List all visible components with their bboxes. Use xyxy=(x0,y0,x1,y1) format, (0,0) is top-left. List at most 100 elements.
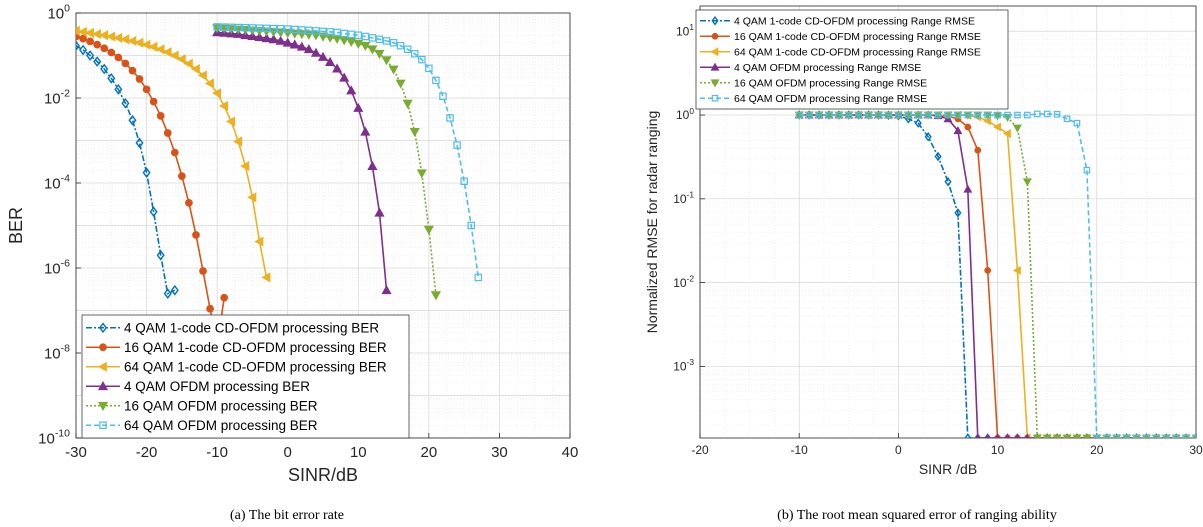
data-point xyxy=(100,44,109,53)
data-point xyxy=(992,122,1001,132)
x-tick-label: 20 xyxy=(1090,443,1104,457)
data-point xyxy=(86,50,95,61)
data-point xyxy=(1042,434,1052,438)
legend-item-5: 16 QAM OFDM processing BER xyxy=(86,399,318,414)
data-point xyxy=(1113,434,1120,438)
data-point xyxy=(1143,434,1150,438)
data-point xyxy=(964,433,972,438)
data-point xyxy=(963,184,973,193)
data-point xyxy=(1052,434,1062,438)
data-point xyxy=(220,293,229,302)
data-point xyxy=(381,284,392,295)
data-point xyxy=(425,64,433,73)
legend-label: 16 QAM OFDM processing Range RMSE xyxy=(734,78,927,90)
data-point xyxy=(141,39,151,50)
legend-label: 64 QAM 1-code CD-OFDM processing BER xyxy=(124,360,387,375)
data-point xyxy=(227,23,236,32)
y-tick-label: 10-2 xyxy=(673,273,694,289)
data-point xyxy=(710,47,719,57)
y-tick-label: 10-3 xyxy=(673,357,694,373)
data-point xyxy=(367,160,378,170)
data-point xyxy=(1123,434,1130,438)
legend-box xyxy=(695,9,1009,110)
data-point xyxy=(98,30,109,41)
data-point xyxy=(332,63,343,73)
legend-item-5: 16 QAM OFDM processing Range RMSE xyxy=(700,78,927,90)
legend-label: 16 QAM 1-code CD-OFDM processing BER xyxy=(124,340,387,355)
data-point xyxy=(114,53,123,62)
data-point xyxy=(1002,129,1011,139)
data-point xyxy=(924,111,932,119)
data-point xyxy=(409,127,420,138)
data-point xyxy=(206,304,214,313)
data-point xyxy=(368,34,377,42)
data-point xyxy=(367,45,378,55)
x-tick-label: 0 xyxy=(284,444,292,461)
data-point xyxy=(262,24,271,33)
data-point xyxy=(1004,433,1011,438)
data-point xyxy=(354,31,363,39)
data-point xyxy=(84,27,94,38)
data-point xyxy=(177,172,186,181)
data-point xyxy=(375,35,384,44)
data-point xyxy=(135,137,144,149)
series-5 xyxy=(212,24,441,301)
series-4 xyxy=(212,27,392,295)
data-point xyxy=(155,44,165,55)
y-tick-label: 10-1 xyxy=(673,190,694,206)
y-tick-label: 10-2 xyxy=(44,88,70,108)
x-tick-label: 30 xyxy=(491,444,508,461)
data-point xyxy=(1133,434,1140,438)
legend-label: 4 QAM 1-code CD-OFDM processing BER xyxy=(124,321,379,336)
data-point xyxy=(291,25,299,34)
x-tick-label: -10 xyxy=(206,444,228,461)
data-point xyxy=(310,47,321,57)
data-point xyxy=(453,141,461,149)
legend-item-4: 4 QAM OFDM processing BER xyxy=(86,379,310,394)
series-line xyxy=(76,35,225,346)
y-tick-label: 100 xyxy=(676,106,694,122)
data-point xyxy=(865,111,872,119)
data-point xyxy=(885,111,892,119)
data-point xyxy=(248,24,257,32)
data-point xyxy=(156,111,165,120)
data-point xyxy=(1053,111,1061,118)
data-point xyxy=(185,199,193,207)
y-tick-label: 101 xyxy=(676,22,694,38)
data-point xyxy=(1022,178,1032,187)
series-6 xyxy=(795,110,1196,438)
series-line xyxy=(217,26,480,278)
data-point xyxy=(97,381,109,391)
data-point xyxy=(381,56,392,66)
series-line xyxy=(799,113,1196,438)
data-point xyxy=(183,58,193,69)
legend-item-6: 64 QAM OFDM processing BER xyxy=(86,418,318,433)
data-point xyxy=(353,39,364,49)
x-tick-label: 10 xyxy=(991,443,1005,457)
data-point xyxy=(289,29,300,39)
legend: 4 QAM 1-code CD-OFDM processing Range RM… xyxy=(695,9,1009,110)
data-point xyxy=(275,28,286,38)
y-tick-label: 10-10 xyxy=(38,428,70,448)
data-point xyxy=(1093,434,1101,438)
data-point xyxy=(416,169,427,179)
data-point xyxy=(410,49,419,58)
data-point xyxy=(149,206,158,218)
data-point xyxy=(283,25,292,33)
data-point xyxy=(97,401,109,411)
data-point xyxy=(855,111,863,119)
data-point xyxy=(204,78,214,89)
series-line xyxy=(76,30,268,278)
data-point xyxy=(1153,434,1160,438)
data-point xyxy=(710,79,720,88)
legend-label: 64 QAM OFDM processing BER xyxy=(124,418,318,433)
data-point xyxy=(994,111,1001,119)
ber-chart-panel: -30 -20 -10 0 10 20 30 40 10-10 10-8 10-6 10-4 10-2 1… xyxy=(6,3,578,486)
data-point xyxy=(388,65,399,75)
data-point xyxy=(317,51,329,61)
legend-item-3: 64 QAM 1-code CD-OFDM processing Range R… xyxy=(700,47,981,59)
data-point xyxy=(240,161,250,172)
legend-item-1: 4 QAM 1-code CD-OFDM processing BER xyxy=(86,321,379,336)
data-point xyxy=(1043,110,1051,118)
data-point xyxy=(305,26,313,35)
